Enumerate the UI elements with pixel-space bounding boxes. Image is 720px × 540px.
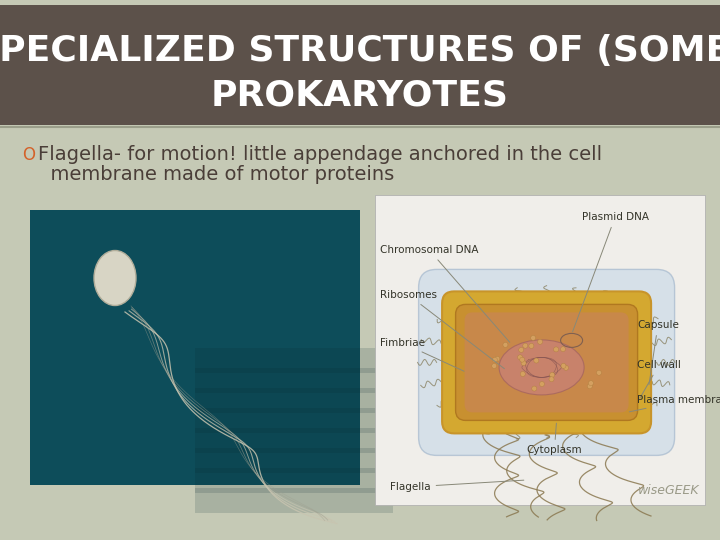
FancyBboxPatch shape [464,313,629,413]
Text: O: O [22,146,35,164]
Circle shape [518,355,523,360]
Circle shape [539,382,544,387]
Circle shape [521,361,526,366]
Text: Flagella: Flagella [390,480,524,492]
Circle shape [549,373,554,377]
Text: wiseGEEK: wiseGEEK [639,484,700,497]
Circle shape [532,386,537,391]
FancyBboxPatch shape [195,348,393,373]
Circle shape [538,339,543,345]
FancyBboxPatch shape [195,448,393,472]
Circle shape [534,358,539,363]
Circle shape [495,356,500,361]
Circle shape [560,347,565,352]
FancyBboxPatch shape [0,5,720,125]
Circle shape [523,343,528,348]
Text: Chromosomal DNA: Chromosomal DNA [380,245,510,342]
Circle shape [518,347,523,353]
FancyBboxPatch shape [195,428,393,453]
FancyBboxPatch shape [195,468,393,492]
Circle shape [520,357,525,362]
Text: membrane made of motor proteins: membrane made of motor proteins [38,165,395,185]
Circle shape [492,357,498,362]
FancyBboxPatch shape [418,269,675,455]
Circle shape [561,363,566,368]
Circle shape [588,384,593,389]
Circle shape [554,347,559,352]
Text: Flagella- for motion! little appendage anchored in the cell: Flagella- for motion! little appendage a… [38,145,602,165]
Text: Fimbriae: Fimbriae [380,338,464,371]
Circle shape [531,335,536,340]
Text: Plasmid DNA: Plasmid DNA [572,212,649,332]
Text: Plasma membrane: Plasma membrane [629,395,720,412]
Circle shape [588,381,593,386]
Circle shape [596,370,601,375]
Text: Cytoplasm: Cytoplasm [526,423,582,455]
Text: PROKARYOTES: PROKARYOTES [211,78,509,112]
FancyBboxPatch shape [195,388,393,413]
Circle shape [529,343,534,348]
FancyBboxPatch shape [195,408,393,433]
Circle shape [521,372,526,376]
FancyBboxPatch shape [442,292,651,434]
Text: Ribosomes: Ribosomes [380,290,505,369]
FancyBboxPatch shape [375,195,705,505]
Ellipse shape [499,340,584,395]
FancyBboxPatch shape [456,305,638,421]
FancyBboxPatch shape [195,368,393,393]
Circle shape [492,363,497,368]
FancyBboxPatch shape [195,488,393,512]
Text: Capsule: Capsule [637,320,679,384]
Circle shape [564,366,569,370]
Text: SPECIALIZED STRUCTURES OF (SOME): SPECIALIZED STRUCTURES OF (SOME) [0,33,720,68]
FancyBboxPatch shape [30,210,360,485]
Circle shape [503,342,508,347]
Circle shape [549,377,554,382]
Ellipse shape [94,251,136,306]
Text: Cell wall: Cell wall [637,360,681,398]
